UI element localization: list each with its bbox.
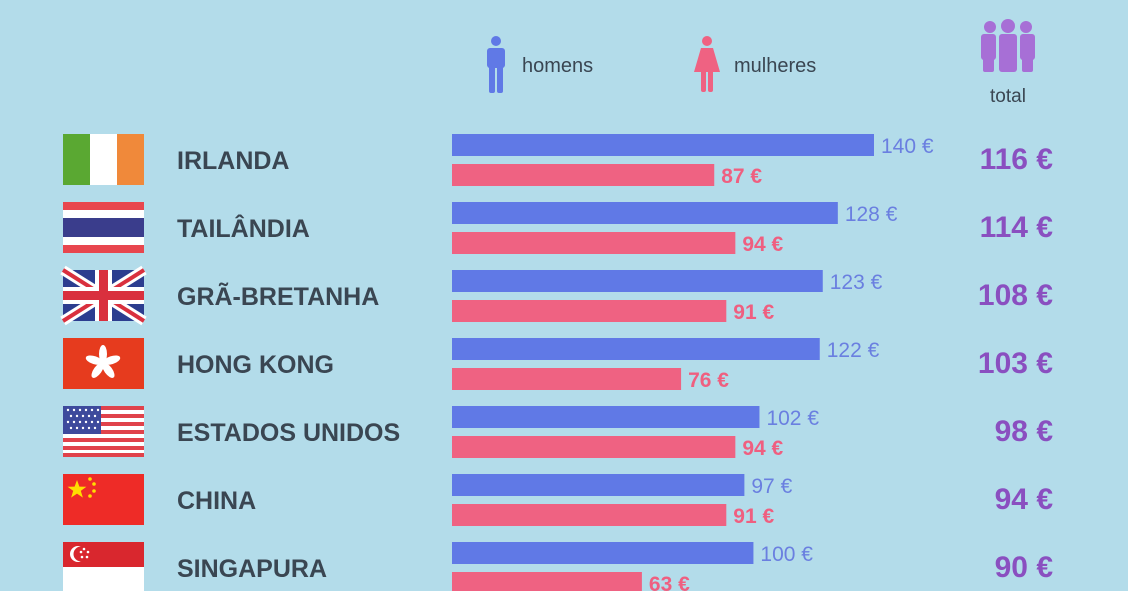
bar-women <box>452 368 682 390</box>
total-value: 108 € <box>978 279 1053 312</box>
value-label-men: 100 € <box>760 543 813 566</box>
value-label-men: 128 € <box>845 203 898 226</box>
bar-women <box>452 300 727 322</box>
bars: 140 € 87 € 116 € 128 € 94 € 114 € 123 € 91 € 108… <box>452 134 1053 591</box>
bar-men <box>452 406 760 428</box>
man-icon <box>487 36 505 93</box>
value-label-women: 87 € <box>721 165 762 188</box>
ireland-flag-icon <box>63 134 144 185</box>
legend: homens mulheres total <box>487 19 1035 107</box>
bar-women <box>452 504 727 526</box>
bar-women <box>452 232 736 254</box>
country-label: SINGAPURA <box>177 555 327 583</box>
legend-total-label: total <box>990 86 1026 107</box>
country-label: HONG KONG <box>177 351 334 379</box>
value-label-men: 140 € <box>881 135 934 158</box>
country-label: IRLANDA <box>177 147 290 175</box>
woman-icon <box>694 36 720 92</box>
bar-women <box>452 572 642 591</box>
thailand-flag-icon <box>63 202 144 253</box>
country-label: TAILÂNDIA <box>177 213 310 243</box>
bar-men <box>452 474 745 496</box>
value-label-men: 97 € <box>751 475 792 498</box>
bar-women <box>452 164 715 186</box>
total-value: 94 € <box>995 483 1054 516</box>
value-label-women: 94 € <box>742 233 783 256</box>
total-value: 98 € <box>995 415 1054 448</box>
value-label-men: 102 € <box>766 407 819 430</box>
value-label-men: 123 € <box>830 271 883 294</box>
total-value: 114 € <box>980 211 1054 244</box>
legend-women-label: mulheres <box>734 55 816 77</box>
value-label-women: 76 € <box>688 369 729 392</box>
value-label-men: 122 € <box>827 339 880 362</box>
country-label: GRÃ-BRETANHA <box>177 281 379 311</box>
value-label-women: 91 € <box>733 301 774 324</box>
total-value: 103 € <box>978 347 1053 380</box>
value-label-women: 91 € <box>733 505 774 528</box>
bar-men <box>452 338 820 360</box>
legend-men-label: homens <box>522 55 593 77</box>
usa-flag-icon <box>63 406 144 457</box>
group-icon <box>981 19 1035 72</box>
bar-men <box>452 202 838 224</box>
hong-kong-flag-icon <box>63 338 144 389</box>
country-label: CHINA <box>177 487 256 515</box>
uk-flag-icon <box>60 265 147 326</box>
bar-men <box>452 270 823 292</box>
total-value: 116 € <box>980 143 1054 176</box>
bar-men <box>452 542 754 564</box>
country-label: ESTADOS UNIDOS <box>177 419 400 447</box>
bar-men <box>452 134 874 156</box>
value-label-women: 94 € <box>742 437 783 460</box>
total-value: 90 € <box>995 551 1054 584</box>
bar-women <box>452 436 736 458</box>
china-flag-icon <box>63 474 144 525</box>
singapore-flag-icon <box>63 542 144 591</box>
value-label-women: 63 € <box>649 573 690 591</box>
